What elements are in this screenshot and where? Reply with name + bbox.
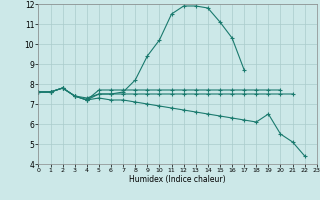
X-axis label: Humidex (Indice chaleur): Humidex (Indice chaleur) [129,175,226,184]
